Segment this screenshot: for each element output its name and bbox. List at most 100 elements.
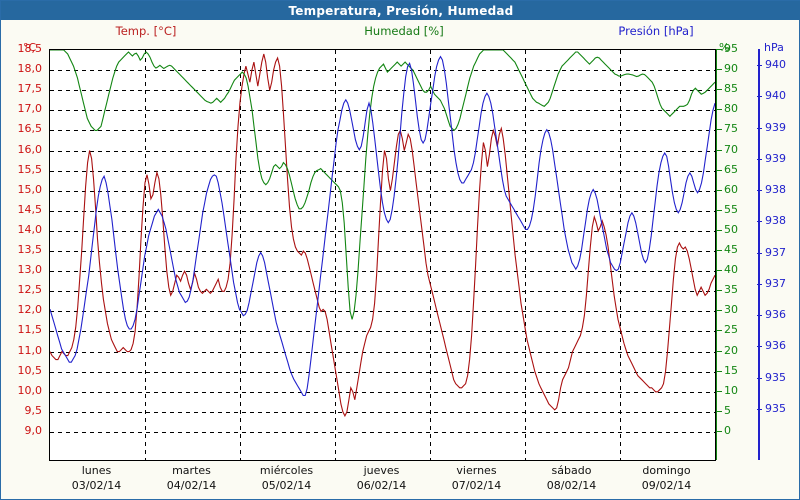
day-date: 04/02/14	[166, 479, 217, 492]
x-axis-day-lunes: lunes 03/02/14	[49, 463, 144, 493]
axis-tick-mark	[717, 290, 722, 292]
axis-tick-label: 936	[765, 339, 786, 353]
axis-tick-label: 80	[724, 102, 738, 116]
axis-tick-mark	[717, 149, 722, 151]
axis-tick-label: 937	[765, 276, 786, 290]
chart-svg	[50, 50, 715, 460]
axis-tick-mark	[717, 209, 722, 211]
x-axis-day-domingo: domingo 09/02/14	[619, 463, 714, 493]
day-date: 07/02/14	[451, 479, 502, 492]
axis-tick-mark	[717, 69, 722, 71]
page-title: Temperatura, Presión, Humedad	[288, 3, 514, 18]
axis-tick-label: 45	[724, 243, 738, 257]
day-date: 03/02/14	[71, 479, 122, 492]
chart-plot-area	[49, 49, 716, 461]
legend-pressure-label: Presión [hPa]	[618, 24, 694, 38]
day-date: 05/02/14	[261, 479, 312, 492]
axis-tick-label: 12,5	[17, 283, 43, 297]
axis-tick-label: 938	[765, 183, 786, 197]
axis-tick-mark	[717, 350, 722, 352]
chart-canvas	[50, 50, 715, 460]
x-axis-day-viernes: viernes 07/02/14	[429, 463, 524, 493]
axis-tick-label: 937	[765, 245, 786, 259]
x-axis-day-labels: lunes 03/02/14 martes 04/02/14 miércoles 05/0…	[49, 463, 715, 499]
axis-tick-mark	[717, 89, 722, 91]
axis-unit-percent: %	[719, 41, 730, 54]
axis-tick-mark	[717, 270, 722, 272]
axis-tick-label: 13,5	[17, 243, 43, 257]
x-axis-day-sábado: sábado 08/02/14	[524, 463, 619, 493]
axis-tick-label: 85	[724, 82, 738, 96]
axis-tick-label: 16,0	[17, 142, 43, 156]
axis-tick-label: 13,0	[17, 263, 43, 277]
day-name: domingo	[642, 464, 691, 477]
axis-tick-label: 939	[765, 151, 786, 165]
axis-tick-mark	[717, 310, 722, 312]
axis-tick-label: 65	[724, 162, 738, 176]
axis-tick-mark	[717, 189, 722, 191]
series-line-humidity	[50, 50, 715, 320]
axis-tick-label: 15	[724, 363, 738, 377]
axis-tick-label: 11,0	[17, 343, 43, 357]
x-axis-day-jueves: jueves 06/02/14	[334, 463, 429, 493]
day-name: jueves	[363, 464, 400, 477]
axis-tick-label: 40	[724, 263, 738, 277]
axis-tick-label: 50	[724, 222, 738, 236]
axis-tick-label: 70	[724, 142, 738, 156]
x-axis-day-martes: martes 04/02/14	[144, 463, 239, 493]
axis-unit-hpa: hPa	[764, 41, 784, 54]
day-name: miércoles	[259, 464, 314, 477]
humidity-axis-spine	[715, 49, 717, 460]
axis-tick-label: 10,5	[17, 363, 43, 377]
axis-tick-label: 935	[765, 370, 786, 384]
axis-tick-label: 939	[765, 120, 786, 134]
axis-tick-label: 10,0	[17, 383, 43, 397]
axis-tick-mark	[717, 129, 722, 131]
axis-tick-label: 17,5	[17, 82, 43, 96]
axis-tick-mark	[717, 250, 722, 252]
axis-tick-label: 14,5	[17, 202, 43, 216]
axis-tick-label: 95	[724, 42, 738, 55]
legend-pressure: Presión [hPa]	[511, 24, 800, 39]
axis-tick-label: 35	[724, 283, 738, 297]
axis-tick-label: 12,0	[17, 303, 43, 317]
day-date: 08/02/14	[546, 479, 597, 492]
day-date: 09/02/14	[641, 479, 692, 492]
axis-tick-label: 9,5	[24, 403, 43, 417]
axis-tick-label: 25	[724, 323, 738, 337]
series-line-pressure	[50, 55, 715, 397]
axis-tick-mark	[717, 169, 722, 171]
axis-tick-label: 16,5	[17, 122, 43, 136]
axis-tick-label: 18,0	[17, 62, 43, 76]
day-name: lunes	[81, 464, 112, 477]
axis-tick-label: 935	[765, 402, 786, 415]
axis-tick-label: 11,5	[17, 323, 43, 337]
x-axis-day-miércoles: miércoles 05/02/14	[239, 463, 334, 493]
axis-tick-label: 14,0	[17, 222, 43, 236]
day-name: viernes	[456, 464, 497, 477]
day-date: 06/02/14	[356, 479, 407, 492]
axis-tick-label: 0	[724, 424, 731, 437]
axis-tick-label: 938	[765, 214, 786, 228]
day-name: sábado	[551, 464, 592, 477]
axis-tick-label: 5	[724, 403, 731, 417]
axis-tick-mark	[717, 330, 722, 332]
axis-tick-label: 90	[724, 62, 738, 76]
axis-tick-mark	[717, 410, 722, 412]
axis-tick-label: 936	[765, 308, 786, 322]
axis-tick-label: 20	[724, 343, 738, 357]
axis-tick-label: 940	[765, 89, 786, 103]
axis-tick-label: 55	[724, 202, 738, 216]
legend-temperature-label: Temp. [°C]	[115, 24, 177, 38]
legend-humidity: Humedad [%]	[259, 24, 549, 39]
axis-tick-label: 15,5	[17, 162, 43, 176]
axis-unit-celsius: °C	[23, 41, 37, 54]
axis-tick-label: 10	[724, 383, 738, 397]
axis-tick-label: 60	[724, 182, 738, 196]
axis-tick-label: 940	[765, 58, 786, 71]
axis-tick-mark	[717, 390, 722, 392]
axis-tick-mark	[717, 229, 722, 231]
axis-tick-mark	[717, 431, 722, 432]
axis-tick-mark	[717, 109, 722, 111]
